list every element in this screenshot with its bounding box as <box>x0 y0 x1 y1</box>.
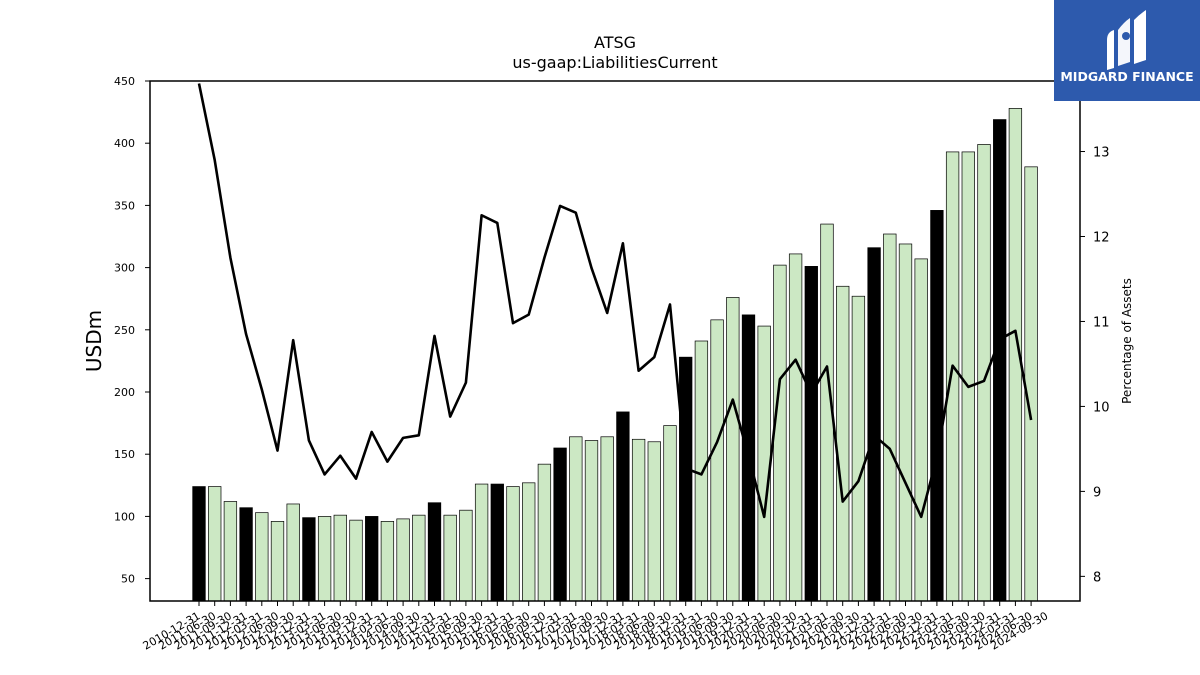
y-axis-label: USDm <box>82 310 106 372</box>
bar <box>788 253 803 602</box>
y-tick-label: 150 <box>114 448 135 461</box>
y-right-tick-label: 13 <box>1093 146 1110 161</box>
bar <box>255 512 269 602</box>
series-line <box>197 83 1033 519</box>
bar <box>333 514 347 602</box>
bar <box>223 501 238 602</box>
bar <box>898 243 913 602</box>
y-tick-label: 300 <box>114 262 135 275</box>
bar <box>522 482 536 602</box>
bar <box>694 340 709 602</box>
bar <box>631 438 646 602</box>
bar <box>1024 166 1038 602</box>
y-axis-right: 8 9 10 11 12 13 <box>1080 146 1110 585</box>
bar <box>459 509 473 602</box>
chart-subtitle: us-gaap:LiabilitiesCurrent <box>512 53 717 72</box>
bar <box>647 441 661 602</box>
bar <box>584 440 599 602</box>
bar <box>192 486 206 602</box>
logo-mark-icon <box>1107 10 1146 70</box>
bar <box>490 483 504 602</box>
bar <box>726 297 740 602</box>
bar <box>396 518 410 602</box>
y-axis-right-label: Percentage of Assets <box>1120 278 1134 404</box>
bar <box>993 119 1007 602</box>
bar <box>836 285 850 602</box>
x-axis: 2010-12-312011-06-302011-09-302011-12-31… <box>141 601 1050 653</box>
bar <box>867 247 881 602</box>
bar <box>474 483 489 602</box>
bar <box>349 519 363 602</box>
bar <box>443 514 457 602</box>
bar <box>616 411 630 602</box>
y-right-tick-label: 9 <box>1093 485 1101 500</box>
line-layer <box>197 83 1033 519</box>
bar <box>365 516 379 602</box>
bar <box>851 295 866 602</box>
plot-frame <box>149 80 1081 602</box>
bar <box>239 507 253 602</box>
chart-title: ATSG <box>594 33 636 52</box>
y-tick-label: 100 <box>114 510 135 523</box>
bar <box>883 233 897 602</box>
brand-logo: MIDGARD FINANCE <box>1054 0 1200 101</box>
bar <box>427 502 442 602</box>
bar <box>961 151 975 602</box>
bar <box>317 516 332 602</box>
bar <box>537 463 552 602</box>
bar <box>757 325 771 602</box>
bar <box>600 436 614 602</box>
y-tick-label: 350 <box>114 199 135 212</box>
bar <box>506 486 520 602</box>
bar <box>914 258 928 602</box>
bar <box>679 356 693 602</box>
bar <box>569 436 583 602</box>
bar <box>412 514 426 602</box>
y-tick-label: 200 <box>114 386 135 399</box>
y-right-tick-label: 8 <box>1093 570 1101 585</box>
bar <box>270 521 285 602</box>
bar <box>663 425 677 602</box>
y-tick-label: 400 <box>114 137 135 150</box>
bar <box>945 151 960 602</box>
y-tick-label: 250 <box>114 324 135 337</box>
bar <box>380 521 395 602</box>
bar <box>208 486 222 602</box>
bar <box>302 517 316 602</box>
bar <box>930 210 944 602</box>
y-tick-label: 50 <box>121 573 135 586</box>
y-tick-label: 450 <box>114 75 135 88</box>
y-right-tick-label: 11 <box>1093 315 1110 330</box>
y-right-tick-label: 12 <box>1093 230 1110 245</box>
y-axis-left: 50 100 150 200 250 300 350 400 450 <box>114 75 150 586</box>
bar <box>710 319 724 602</box>
bar <box>773 264 787 602</box>
bar <box>804 266 818 602</box>
logo-text: MIDGARD FINANCE <box>1060 69 1193 84</box>
bar <box>553 447 567 602</box>
bar <box>286 503 300 602</box>
y-right-tick-label: 10 <box>1093 400 1110 415</box>
